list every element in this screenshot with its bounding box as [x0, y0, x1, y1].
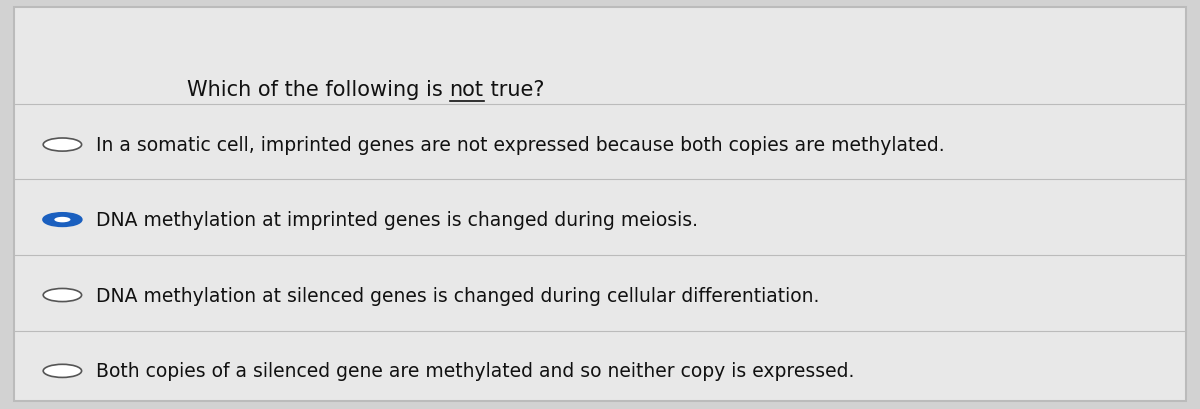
Circle shape: [43, 289, 82, 302]
Text: Both copies of a silenced gene are methylated and so neither copy is expressed.: Both copies of a silenced gene are methy…: [96, 362, 854, 380]
Text: DNA methylation at imprinted genes is changed during meiosis.: DNA methylation at imprinted genes is ch…: [96, 211, 698, 229]
Text: not: not: [450, 80, 484, 100]
Text: Which of the following is: Which of the following is: [187, 80, 450, 100]
Circle shape: [43, 213, 82, 227]
Text: In a somatic cell, imprinted genes are not expressed because both copies are met: In a somatic cell, imprinted genes are n…: [96, 136, 944, 155]
Circle shape: [43, 139, 82, 152]
Circle shape: [43, 364, 82, 378]
Text: DNA methylation at silenced genes is changed during cellular differentiation.: DNA methylation at silenced genes is cha…: [96, 286, 820, 305]
FancyBboxPatch shape: [14, 8, 1186, 401]
Circle shape: [54, 217, 71, 223]
Text: true?: true?: [484, 80, 544, 100]
